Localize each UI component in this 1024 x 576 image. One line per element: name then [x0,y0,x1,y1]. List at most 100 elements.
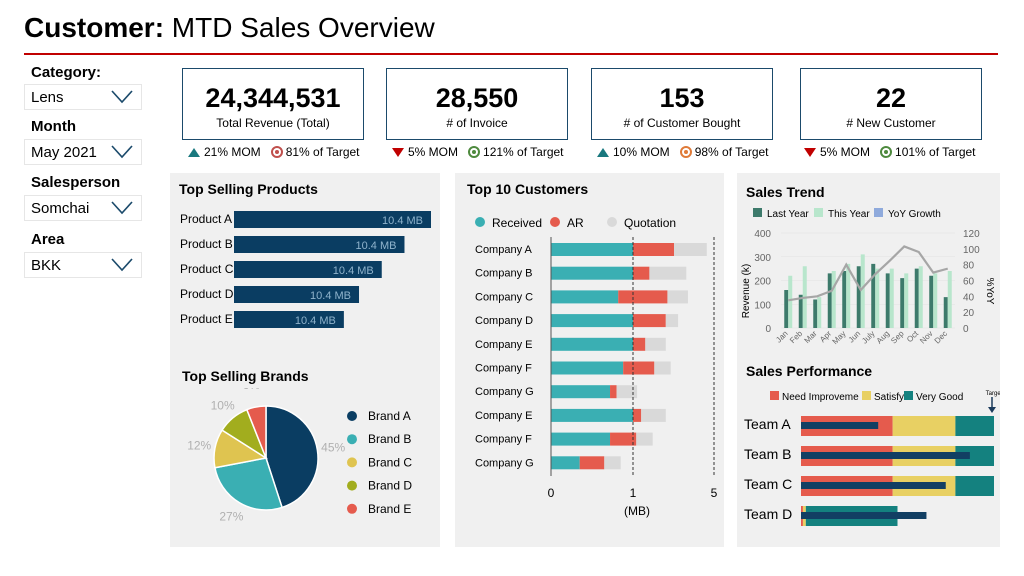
performance-band [955,446,994,466]
y-axis-label-left: Revenue (k) [741,264,752,318]
target-icon [468,146,481,158]
trend-bar-this-year [831,271,836,328]
performance-band [955,476,994,496]
trend-bar-last-year [827,273,832,328]
x-tick-label: Jan [774,329,789,344]
legend-marker [874,208,883,217]
y-axis-label-right: %YoY [984,278,995,305]
customer-bar-ar [623,361,655,375]
axis-tick-label: 5 [711,486,718,500]
legend-marker [347,434,357,445]
target-indicator: 81% of Target [270,145,360,159]
x-tick-label: July [860,329,876,345]
customer-bar-ar [633,266,650,280]
legend-label: Brand C [368,455,412,469]
customer-bar-ar [610,432,637,446]
salesperson-dropdown[interactable]: Somchai [24,195,142,221]
target-text: 98% of Target [694,145,769,159]
legend-marker [347,480,357,491]
mom-indicator: 21% MOM [188,145,261,159]
team-label: Team C [744,476,792,492]
legend-marker [814,208,823,217]
kpi-value: 24,344,531 [205,83,341,113]
legend-marker [753,208,762,217]
product-bar [234,286,360,303]
kpi-caption: Total Revenue (Total) [216,116,330,130]
legend-label: This Year [828,209,870,220]
target-label: Target [986,391,1000,397]
x-tick-label: Aug [875,329,891,345]
sales-performance-chart: Need Improveme Satisfy Very Good Target Team… [744,391,1000,526]
chevron-down-icon [111,145,133,159]
trend-bar-last-year [842,271,847,328]
customer-bar-ar [579,456,605,470]
legend-marker [550,217,560,227]
y-tick-right: 120 [963,229,980,240]
y-tick-right: 60 [963,277,975,288]
product-bar-label: 10.4 MB [382,215,423,227]
category-dropdown[interactable]: Lens [24,84,142,110]
customer-label: Company A [475,244,533,256]
axis-tick-label: 0 [548,486,555,500]
mom-text: 21% MOM [204,145,261,159]
trend-bar-this-year [918,266,923,328]
down-arrow-icon [804,148,816,157]
kpi-value: 22 [875,83,907,113]
area-label: Area [31,231,65,248]
kpi-sub-revenue: 21% MOM 81% of Target [188,145,360,159]
y-tick-right: 20 [963,308,975,319]
trend-bar-this-year [788,275,793,328]
customer-bar-quotation [604,456,621,470]
trend-bar-last-year [798,294,803,328]
customer-bar-received [551,290,619,304]
category-label: Category: [31,64,102,81]
performance-actual-bar [801,452,970,459]
title-rest: MTD Sales Overview [171,12,435,43]
legend-label: Brand B [368,432,411,446]
month-label: Month [31,118,76,135]
product-bar-label: 10.4 MB [295,315,336,327]
customer-bar-received [551,361,624,375]
customer-bar-quotation [645,337,666,351]
month-dropdown[interactable]: May 2021 [24,139,142,165]
trend-bar-last-year [885,273,890,328]
chevron-down-icon [111,90,133,104]
trend-bar-last-year [943,297,948,328]
team-label: Team D [744,506,792,522]
x-tick-label: Jun [847,329,862,344]
pie-slice [265,405,319,509]
mom-text: 5% MOM [408,145,459,159]
page-title: Customer: MTD Sales Overview [24,12,435,44]
sales-trend-chart: Last Year This Year YoY Growth010020030040… [741,208,995,346]
up-arrow-icon [597,148,609,157]
kpi-card-revenue: 24,344,531 Total Revenue (Total) [182,68,364,140]
trend-bar-last-year [871,263,876,328]
y-tick-left: 100 [754,300,771,311]
legend-label: Last Year [767,209,809,220]
trend-bar-last-year [813,299,818,328]
month-value: May 2021 [31,144,97,161]
y-tick-right: 0 [963,324,969,335]
x-tick-label: Apr [818,329,833,344]
top-brands-chart: 45% 27% 12% 10% 6% Brand A Brand B Brand C Brand… [187,388,412,524]
legend-label: Very Good [916,392,963,403]
legend-label: Brand A [368,409,411,423]
customer-bar-ar [633,314,666,328]
pie-data-label: 10% [211,399,235,413]
top-customers-panel: Top 10 Customers Received AR Quotation Comp… [455,173,724,547]
title-divider [24,53,998,55]
product-bar [234,261,382,278]
area-dropdown[interactable]: BKK [24,252,142,278]
product-label: Product C [180,262,234,276]
trend-bar-last-year [856,266,861,328]
pie-data-label: 6% [243,388,261,392]
target-icon [679,146,692,158]
customer-bar-ar [633,408,642,422]
legend-marker [475,217,485,227]
customer-bar-received [551,432,611,446]
axis-unit-label: (MB) [624,504,650,518]
target-indicator: 98% of Target [679,145,769,159]
legend-marker [770,391,779,400]
performance-band [892,416,956,436]
trend-bar-last-year [929,275,934,328]
